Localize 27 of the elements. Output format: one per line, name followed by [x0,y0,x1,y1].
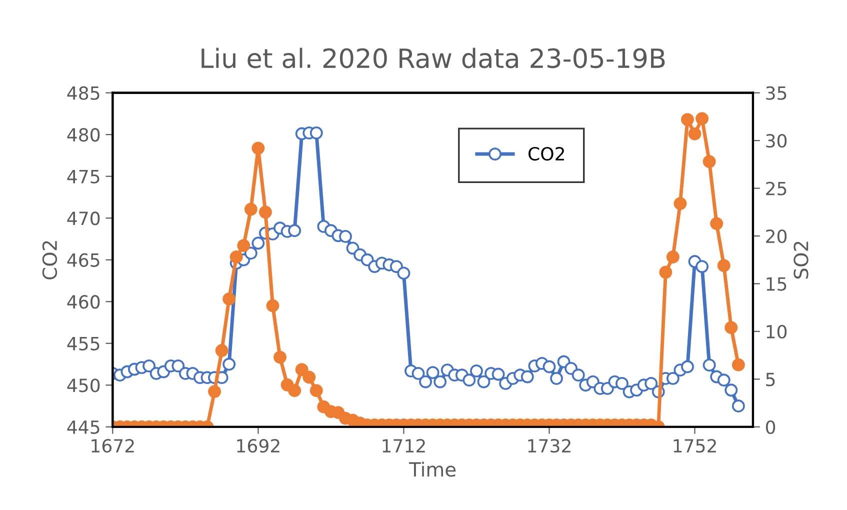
x-axis-title: Time [408,462,456,477]
y-tick-label: 480 [67,128,100,142]
y2-tick-label: 35 [766,86,786,100]
x-tick-label: 1752 [674,438,716,453]
y-tick-label: 470 [67,212,100,226]
y-tick-label: 450 [67,378,100,392]
y-tick-label: 455 [67,337,100,350]
y2-tick-label: 30 [766,134,787,148]
y2-tick-label: 20 [766,229,787,244]
y-axis-title: CO2 [42,241,58,280]
x-tick-label: 1692 [237,438,280,453]
y-tick-label: 465 [67,253,100,267]
y-tick-label: 485 [67,86,100,100]
y2-tick-label: 15 [766,277,786,291]
y-tick-label: 475 [67,170,100,184]
x-tick-label: 1732 [528,438,570,453]
legend-label: CO2 [528,146,564,161]
x-tick-label: 1672 [92,438,134,453]
y2-tick-label: 10 [766,324,787,339]
y-tick-label: 445 [67,420,100,434]
y2-axis-title: SO2 [794,242,808,279]
chart-title: Liu et al. 2020 Raw data 23-05-19B [202,48,665,68]
y-tick-label: 460 [67,295,100,309]
y2-tick-label: 25 [766,182,786,196]
x-tick-label: 1712 [382,438,425,452]
y2-tick-label: 5 [766,372,775,386]
y2-tick-label: 0 [766,420,776,434]
